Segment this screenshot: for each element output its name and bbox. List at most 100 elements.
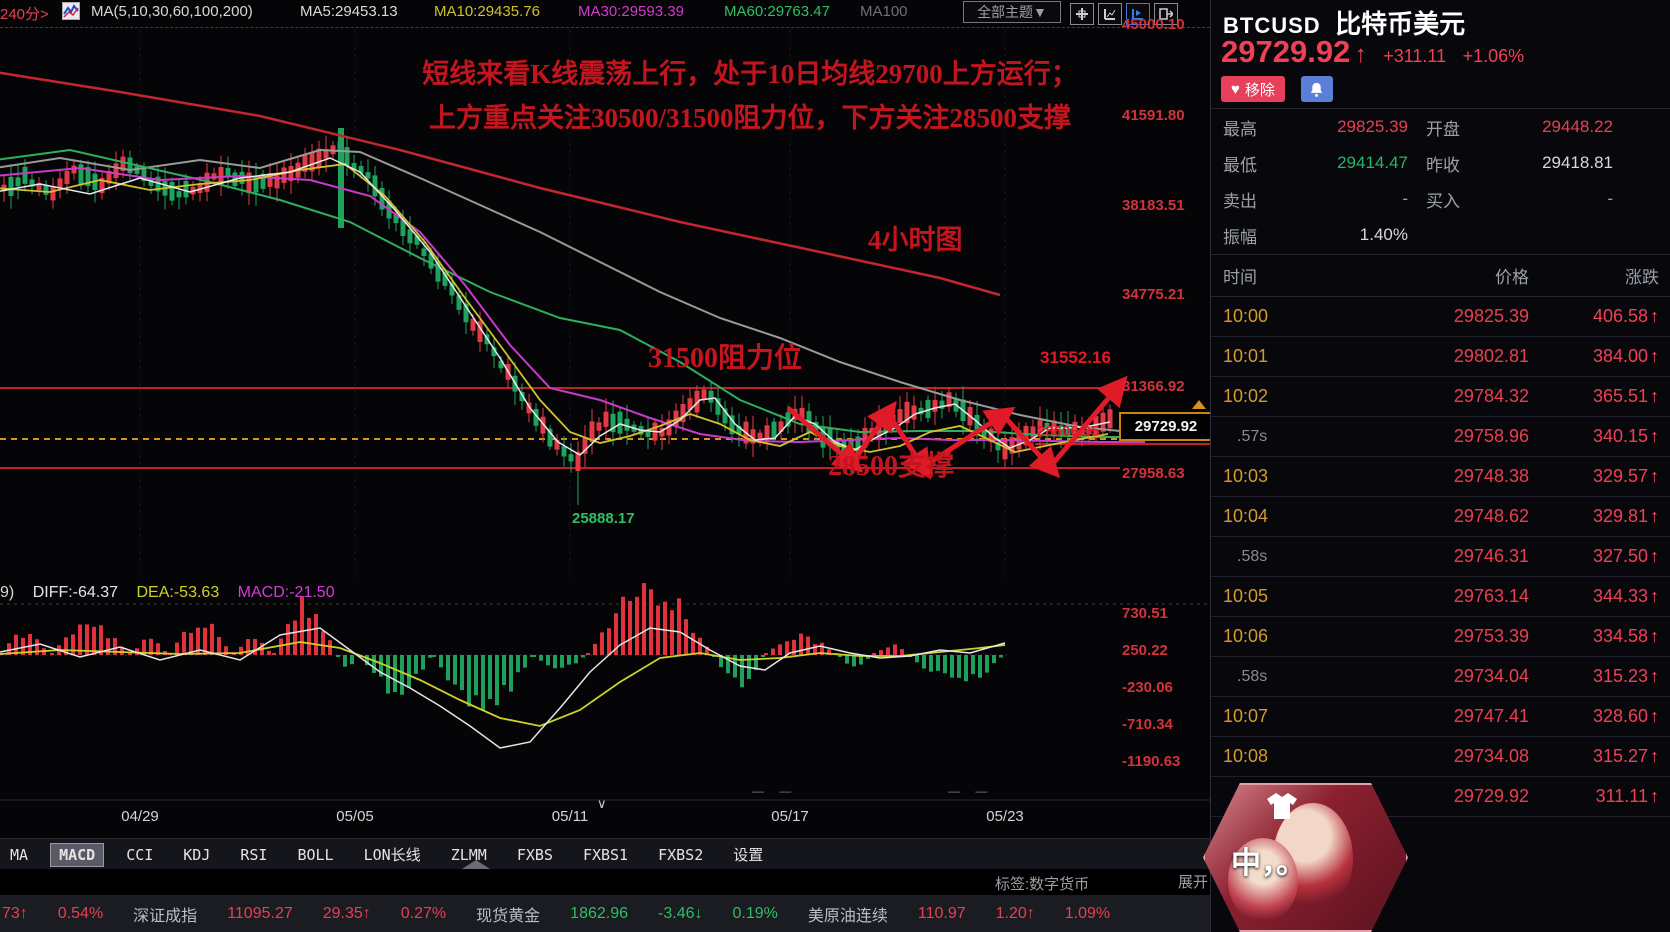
ticker-item[interactable]: 0.54% (57, 904, 104, 922)
ticker-item[interactable]: 深证成指 (133, 907, 198, 925)
quote-change: 329.57 ↑ (1592, 466, 1659, 486)
tab-macd[interactable]: MACD (50, 842, 105, 867)
promo-character-art2 (1228, 838, 1298, 923)
ticker-item[interactable]: 110.97 (917, 904, 966, 922)
y-axis-label: 45000.10 (1122, 16, 1185, 33)
ticker-item[interactable]: 0.19% (732, 904, 778, 922)
ticker-item[interactable]: 1.20↑ (995, 904, 1035, 922)
tab-rsi[interactable]: RSI (240, 845, 268, 864)
shirt-icon (1265, 791, 1299, 826)
tab-kdj[interactable]: KDJ (183, 845, 211, 864)
stat-row: 最低 29414.47 昨收 29418.81 (1211, 145, 1670, 181)
quote-time: .57s (1237, 427, 1268, 445)
quote-row[interactable]: 10:08 29734.08 315.27 ↑ (1211, 737, 1670, 777)
macd-y-axis-label: 730.51 (1122, 605, 1168, 622)
quote-change: 406.58 ↑ (1592, 306, 1659, 326)
resistance-annotation: 31500阻力位 (648, 343, 803, 374)
table-body: 10:00 29825.39 406.58 ↑ 10:01 29802.81 384.00 ↑… (1211, 297, 1670, 817)
quote-row[interactable]: 10:00 29825.39 406.58 ↑ (1211, 297, 1670, 337)
indicator-tab-bar: MA MACD CCI KDJ RSI BOLL LON长线 ZLMM FXBS FXBS1 FXB… (0, 838, 1212, 871)
macd-value-labels: 9) DIFF:-64.37 DEA:-53.63 MACD:-21.50 (0, 584, 349, 602)
quote-change: 315.27 ↑ (1592, 746, 1659, 766)
tab-zlmm[interactable]: ZLMM (450, 845, 487, 864)
stat-value: 29825.39 (1337, 117, 1408, 136)
quote-row[interactable]: 10:03 29748.38 329.57 ↑ (1211, 457, 1670, 497)
ticker-item[interactable]: 1862.96 (570, 904, 629, 922)
up-arrow-icon: ↑ (1650, 626, 1659, 646)
chart-footer-row: 标签:数字货币 展开 ⇅ (0, 869, 1210, 912)
quote-row[interactable]: .58s 29734.04 315.23 ↑ (1211, 657, 1670, 697)
crosshair-tool-icon[interactable] (1070, 3, 1094, 25)
top-separator (0, 27, 1210, 28)
exit-fullscreen-icon[interactable] (1154, 3, 1178, 25)
quote-time: 10:01 (1223, 346, 1269, 366)
ticker-item[interactable]: 73↑ (2, 904, 28, 922)
x-axis-label: 05/05 (336, 808, 374, 825)
quote-change: 344.33 ↑ (1592, 586, 1659, 606)
quote-row[interactable]: .58s 29746.31 327.50 ↑ (1211, 537, 1670, 577)
ticker-item[interactable]: 11095.27 (227, 904, 293, 922)
y-axis-label: 27958.63 (1122, 465, 1185, 482)
ticker-item[interactable]: -3.46↓ (658, 904, 703, 922)
quote-time: 10:06 (1223, 626, 1269, 646)
ticker-item[interactable]: 1.09% (1064, 904, 1111, 922)
theme-dropdown-button[interactable]: 全部主题▼ (963, 1, 1061, 23)
x-axis-label: 05/11 (551, 808, 589, 825)
tab-fxbs[interactable]: FXBS (516, 845, 553, 864)
diff-value: DIFF:-64.37 (32, 584, 119, 601)
ticker-item[interactable]: 美原油连续 (807, 907, 888, 925)
period-label[interactable]: 240分> (0, 6, 49, 23)
quote-side-panel: BTCUSD 比特币美元 29729.92 ↑ +311.11 +1.06% ♥… (1210, 0, 1670, 932)
stat-row: 振幅 1.40% (1211, 217, 1670, 253)
price-change-percent: +1.06% (1462, 46, 1525, 66)
up-arrow-icon: ↑ (1650, 746, 1659, 766)
quote-price: 29758.96 (1453, 426, 1529, 446)
last-price: 29729.92 (1221, 34, 1351, 69)
quote-row[interactable]: 10:05 29763.14 344.33 ↑ (1211, 577, 1670, 617)
quote-row[interactable]: 10:01 29802.81 384.00 ↑ (1211, 337, 1670, 377)
ticker-item[interactable]: 29.35↑ (322, 904, 371, 922)
quote-row[interactable]: 10:04 29748.62 329.81 ↑ (1211, 497, 1670, 537)
tab-lon长线[interactable]: LON长线 (363, 846, 421, 864)
chart-layout-icon[interactable] (1098, 3, 1122, 25)
chart-play-icon[interactable] (1126, 3, 1150, 25)
game-promo-overlay[interactable]: 中，。 (1203, 783, 1408, 932)
quote-row[interactable]: .57s 29758.96 340.15 ↑ (1211, 417, 1670, 457)
ma100-value: MA100 (860, 3, 908, 20)
tab-bar-caret-icon (462, 860, 490, 869)
ma30-value: MA30:29593.39 (578, 3, 684, 20)
stat-value: 29418.81 (1542, 153, 1613, 172)
quote-time: 10:05 (1223, 586, 1269, 606)
main-candlestick-chart[interactable] (0, 0, 1210, 577)
dea-value: DEA:-53.63 (136, 584, 220, 601)
quote-row[interactable]: 10:07 29747.41 328.60 ↑ (1211, 697, 1670, 737)
quote-time: 10:02 (1223, 386, 1269, 406)
ticker-item[interactable]: 0.27% (400, 904, 447, 922)
quote-price: 29763.14 (1453, 586, 1529, 606)
stat-row: 卖出 - 买入 - (1211, 181, 1670, 217)
tab-cci[interactable]: CCI (126, 845, 154, 864)
tab-fxbs2[interactable]: FXBS2 (658, 845, 704, 864)
stat-row: 最高 29825.39 开盘 29448.22 (1211, 109, 1670, 145)
quote-change: 315.23 ↑ (1592, 666, 1659, 686)
quote-row[interactable]: 10:06 29753.39 334.58 ↑ (1211, 617, 1670, 657)
price-change: +311.11 (1383, 46, 1447, 66)
tab-ma[interactable]: MA (10, 845, 29, 864)
analyst-annotation-line1: 短线来看K线震荡上行，处于10日均线29700上方运行； (422, 59, 1078, 89)
quote-row[interactable]: 10:02 29784.32 365.51 ↑ (1211, 377, 1670, 417)
tab-boll[interactable]: BOLL (297, 845, 334, 864)
quote-price: 29729.92 (1453, 786, 1529, 806)
ticker-item[interactable]: 现货黄金 (476, 907, 541, 925)
macd-y-axis-label: -1190.63 (1122, 753, 1181, 770)
up-arrow-icon: ↑ (1650, 666, 1659, 686)
up-arrow-icon: ↑ (1650, 386, 1659, 406)
tab-设置[interactable]: 设置 (733, 846, 764, 864)
price-alert-button[interactable] (1300, 76, 1333, 102)
macd-y-axis-label: 250.22 (1122, 642, 1168, 659)
stat-value: 29414.47 (1337, 153, 1408, 172)
heart-icon: ♥ (1231, 80, 1240, 98)
remove-favorite-button[interactable]: ♥ 移除 (1221, 76, 1285, 102)
kline-style-icon[interactable] (62, 2, 80, 24)
up-arrow-icon: ↑ (1650, 786, 1659, 806)
tab-fxbs1[interactable]: FXBS1 (582, 845, 629, 864)
